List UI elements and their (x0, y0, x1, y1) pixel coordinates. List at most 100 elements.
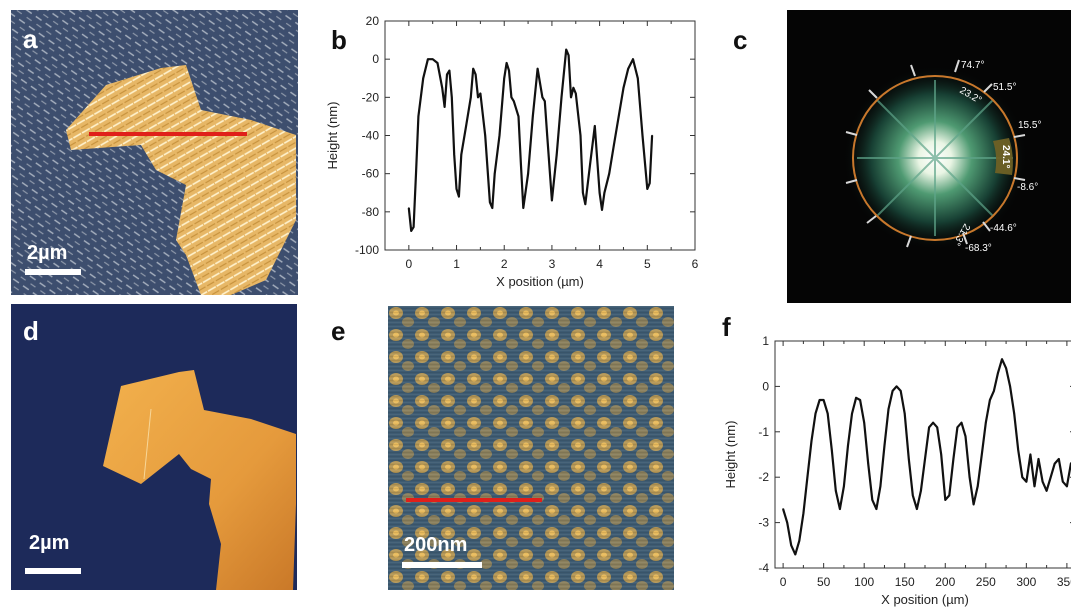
data-point (1066, 485, 1068, 488)
series-line (782, 358, 1071, 556)
data-point (1053, 462, 1056, 465)
panel-label-f: f (722, 312, 731, 342)
data-point (1009, 385, 1011, 388)
data-point (879, 485, 882, 488)
data-point (1041, 480, 1044, 483)
chart-f: 0 50 100 150 200 250 300 350 1 0 -1 -2 -3 -4 X positio… (723, 334, 1071, 607)
data-point (903, 412, 906, 415)
data-point (415, 172, 417, 175)
data-point (560, 96, 563, 99)
data-point (1062, 480, 1064, 483)
angle-label-1: 74.7° (961, 60, 984, 71)
data-point (436, 62, 439, 64)
angle-label-5: 24.1° (1000, 145, 1011, 168)
data-point (608, 172, 610, 175)
data-point (802, 512, 805, 515)
data-point (579, 134, 582, 137)
data-point (508, 69, 510, 72)
data-point (536, 67, 539, 70)
chart-b: 0 1 2 3 4 5 6 20 0 -20 -40 -60 -80 -100 X position (µm… (325, 14, 699, 289)
x-tick-label: 5 (644, 257, 651, 271)
data-point (603, 191, 606, 194)
data-point (493, 172, 496, 175)
x-tick-label: 300 (1016, 575, 1036, 589)
x-tick-label: 100 (854, 575, 874, 589)
data-point (956, 426, 959, 429)
data-point (851, 412, 853, 415)
x-tick-label: 1 (453, 257, 460, 271)
data-point (546, 134, 548, 137)
data-point (431, 58, 434, 60)
data-point (622, 86, 625, 89)
y-tick-label: -40 (362, 129, 380, 143)
data-point (806, 476, 809, 478)
data-point (948, 494, 951, 497)
y-tick-label: 0 (762, 379, 769, 393)
data-point (1005, 367, 1007, 370)
y-tick-label: 0 (372, 52, 379, 66)
data-point (410, 230, 413, 232)
data-point (498, 134, 501, 137)
data-point (1029, 453, 1032, 456)
panel-label-a: a (23, 24, 38, 54)
panel-label-e: e (331, 316, 346, 346)
data-point (510, 96, 513, 99)
data-point (830, 449, 833, 451)
x-tick-label: 2 (501, 257, 508, 271)
data-point (567, 54, 570, 57)
data-point (1045, 490, 1048, 492)
data-point (912, 494, 914, 497)
x-tick-label: 50 (817, 575, 831, 589)
y-axis-label: Height (nm) (723, 421, 738, 489)
data-point (505, 62, 508, 64)
data-point (920, 490, 922, 492)
data-point (847, 444, 849, 447)
data-point (636, 77, 639, 80)
x-tick-label: 150 (895, 575, 915, 589)
angle-label-8: -44.6° (990, 223, 1017, 234)
data-point (928, 426, 930, 429)
x-tick-label: 4 (596, 257, 603, 271)
data-point (1037, 458, 1040, 460)
data-point (574, 92, 577, 95)
data-point (822, 399, 825, 401)
data-point (810, 440, 813, 442)
x-tick-label: 6 (692, 257, 699, 271)
data-point (584, 203, 587, 205)
data-point (627, 67, 630, 70)
data-point (964, 435, 967, 438)
data-point (512, 100, 515, 102)
data-point (936, 426, 938, 429)
data-point (985, 421, 987, 424)
data-point (450, 96, 453, 99)
data-point (522, 207, 525, 209)
y-tick-label: 20 (366, 14, 380, 28)
data-point (453, 153, 455, 156)
data-point (1021, 476, 1024, 478)
data-point (448, 69, 451, 72)
data-point (968, 476, 971, 478)
data-point (972, 503, 975, 506)
y-tick-label: -4 (758, 561, 769, 575)
scalebar-label-d: 2µm (29, 532, 70, 554)
data-point (484, 134, 486, 137)
data-point (465, 125, 467, 127)
data-point (460, 153, 463, 156)
data-point (899, 390, 902, 392)
data-point (570, 96, 572, 99)
angle-label-6: -8.6° (1017, 182, 1038, 193)
data-point (455, 188, 458, 190)
data-point (867, 462, 870, 465)
data-point (976, 485, 979, 488)
data-point (1013, 412, 1015, 415)
y-tick-label: -20 (362, 90, 380, 104)
data-point (859, 399, 861, 401)
panel-e-afm-image: 200nm (388, 306, 674, 590)
data-point (594, 125, 596, 127)
panel-a-afm-svg (11, 10, 298, 295)
data-point (932, 421, 934, 424)
plot-frame (384, 20, 696, 251)
data-point (582, 191, 584, 194)
data-point (543, 100, 546, 102)
y-tick-label: -100 (355, 243, 379, 257)
